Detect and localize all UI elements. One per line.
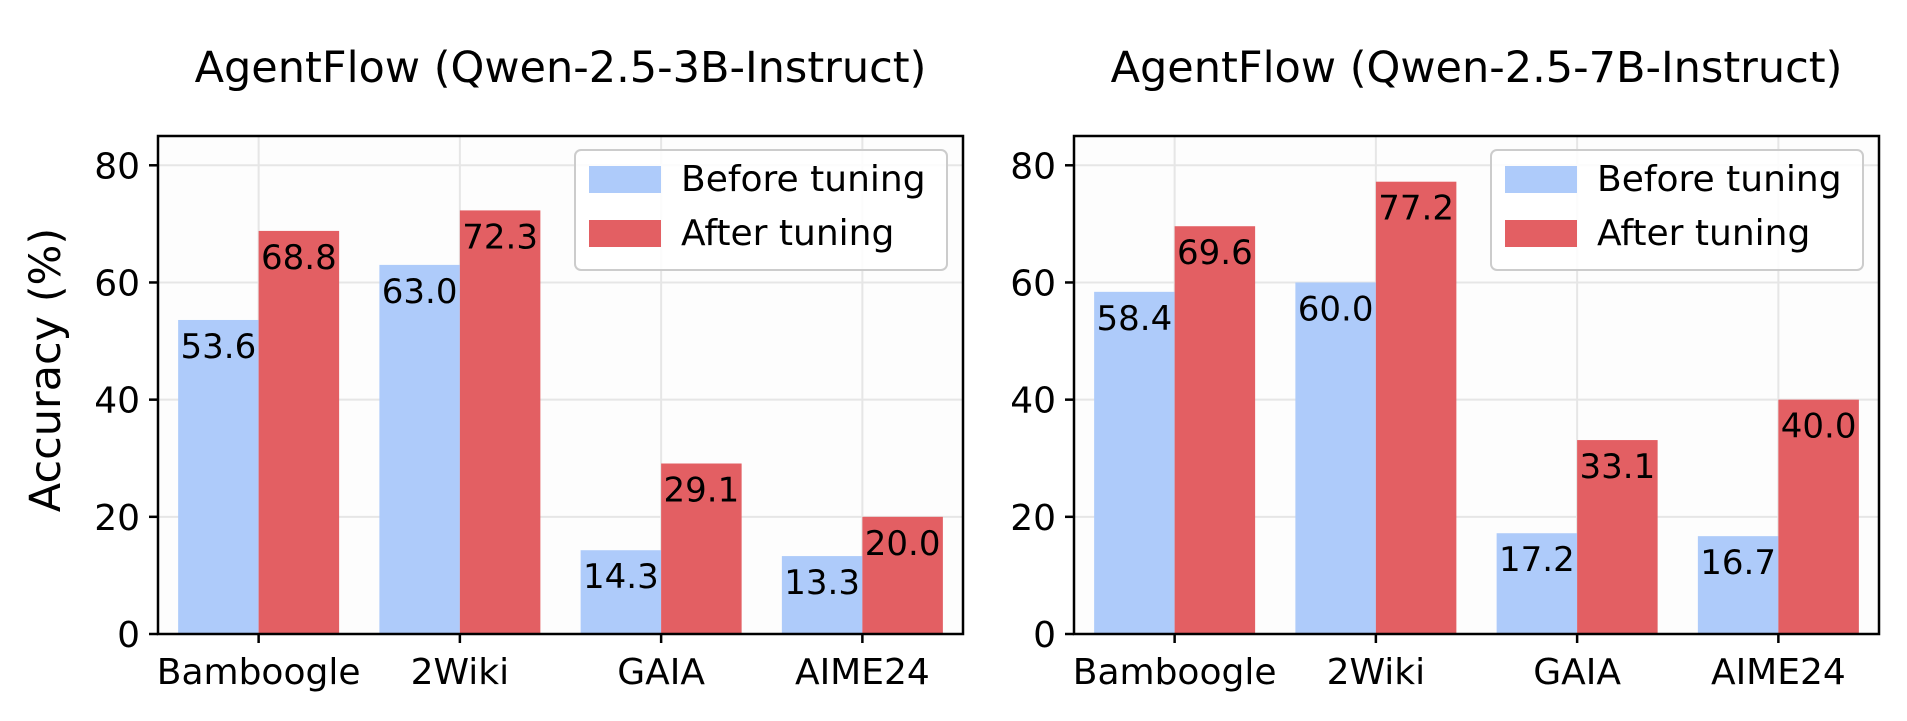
bar-before-gaia (1496, 533, 1578, 634)
data-label: 17.2 (1499, 540, 1575, 580)
data-label: 53.6 (181, 327, 257, 367)
legend-swatch-before (1505, 166, 1577, 193)
y-axis-label: Accuracy (%) (21, 228, 71, 512)
axes-frame (156, 134, 965, 636)
y-tick-label: 60 (1010, 263, 1056, 304)
y-tick-label: 40 (94, 381, 140, 422)
bar-after-2wiki (459, 210, 541, 635)
data-label: 13.3 (784, 563, 860, 603)
data-label: 16.7 (1700, 543, 1776, 583)
chart-title: AgentFlow (Qwen-2.5-3B-Instruct) (195, 43, 927, 93)
x-tick-label: Bamboogle (157, 652, 361, 693)
bar-before-gaia (580, 550, 662, 634)
data-label: 60.0 (1298, 289, 1374, 329)
data-label: 63.0 (382, 272, 458, 312)
x-tick-label: AIME24 (795, 652, 930, 693)
bar-before-bamboogle (1094, 291, 1175, 634)
chart-panel-2: 58.4 60.0 17.2 16.7 69.6 77.2 33.1 40.0 0 20 40 60 8… (1010, 43, 1881, 693)
legend-box (1490, 149, 1864, 271)
bar-before-2wiki (1295, 282, 1376, 634)
panels: 53.6 63.0 14.3 13.3 68.8 72.3 29.1 20.0 0 20 40 60 8… (94, 43, 1881, 693)
y-tick-label: 20 (1010, 498, 1056, 539)
x-tick-label: GAIA (617, 652, 705, 693)
data-label: 58.4 (1097, 299, 1173, 339)
chart-title: AgentFlow (Qwen-2.5-7B-Instruct) (1111, 43, 1843, 93)
bar-before-aime24 (1697, 536, 1779, 634)
y-tick-label: 40 (1010, 381, 1056, 422)
bar-after-aime24 (862, 516, 943, 634)
y-tick-label: 20 (94, 498, 140, 539)
y-tick-label: 80 (1010, 146, 1056, 187)
legend-swatch-after (589, 220, 661, 247)
y-tick-label: 0 (1033, 615, 1056, 656)
legend-box (574, 149, 948, 271)
bar-after-aime24 (1778, 399, 1859, 634)
x-tick-label: Bamboogle (1073, 652, 1277, 693)
y-tick-label: 60 (94, 263, 140, 304)
data-label: 69.6 (1177, 233, 1253, 273)
legend-label-after: After tuning (1597, 213, 1810, 254)
x-tick-label: GAIA (1533, 652, 1621, 693)
chart-panel-1: 53.6 63.0 14.3 13.3 68.8 72.3 29.1 20.0 0 20 40 60 8… (94, 43, 965, 693)
axes-frame (1072, 134, 1881, 636)
legend: Before tuning After tuning (574, 149, 948, 271)
data-label: 14.3 (583, 557, 659, 597)
data-label: 33.1 (1580, 447, 1656, 487)
legend-label-before: Before tuning (681, 159, 926, 200)
data-label: 72.3 (462, 217, 538, 257)
bar-after-gaia (661, 463, 742, 634)
legend-swatch-after (1505, 220, 1577, 247)
y-tick-label: 80 (94, 146, 140, 187)
data-label: 29.1 (664, 471, 740, 511)
legend-swatch-before (589, 166, 661, 193)
data-label: 40.0 (1781, 407, 1857, 447)
legend: Before tuning After tuning (1490, 149, 1864, 271)
bar-after-gaia (1577, 440, 1658, 634)
legend-label-before: Before tuning (1597, 159, 1842, 200)
x-tick-label: 2Wiki (411, 652, 510, 693)
data-label: 68.8 (261, 238, 337, 278)
x-tick-label: 2Wiki (1327, 652, 1426, 693)
bar-after-bamboogle (258, 230, 340, 634)
data-label: 77.2 (1378, 189, 1454, 229)
bar-after-bamboogle (1174, 226, 1256, 634)
bar-before-bamboogle (178, 319, 259, 634)
y-tick-label: 0 (117, 615, 140, 656)
bar-after-2wiki (1375, 181, 1457, 634)
legend-label-after: After tuning (681, 213, 894, 254)
bar-before-aime24 (781, 556, 863, 634)
bar-before-2wiki (379, 264, 460, 634)
x-tick-label: AIME24 (1711, 652, 1846, 693)
data-label: 20.0 (865, 524, 941, 564)
